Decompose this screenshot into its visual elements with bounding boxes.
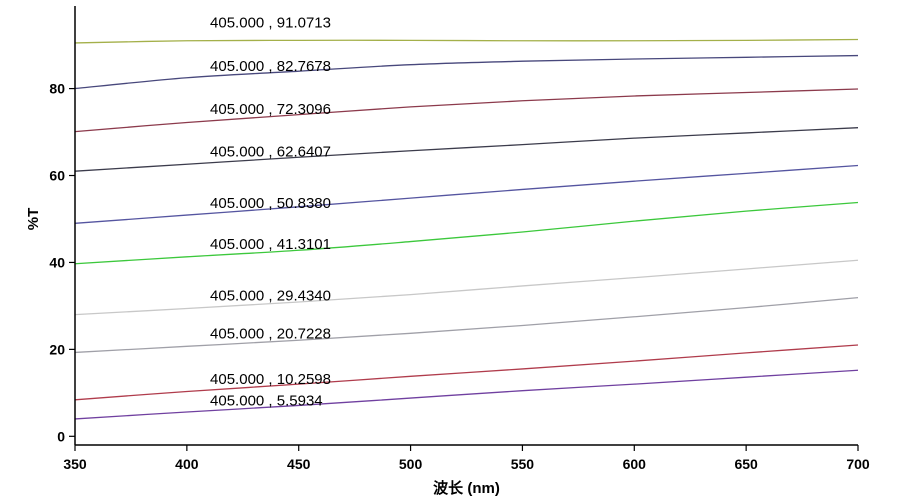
x-tick-label: 700 — [846, 456, 870, 472]
x-tick-label: 550 — [511, 456, 535, 472]
series-line-8 — [74, 297, 859, 354]
series-layer — [74, 38, 859, 420]
y-tick-label: 80 — [49, 81, 65, 97]
series-annotation: 405.000 , 29.4340 — [210, 287, 331, 304]
series-line-7 — [74, 259, 859, 316]
x-axis-title: 波长 (nm) — [433, 479, 500, 497]
x-tick-label: 400 — [175, 456, 199, 472]
y-tick-label: 40 — [49, 254, 65, 270]
y-tick-label: 20 — [49, 341, 65, 357]
series-line-2 — [74, 54, 859, 90]
x-tick-label: 500 — [399, 456, 423, 472]
y-axis-ticks: 0 20 40 60 80 — [49, 81, 75, 444]
x-tick-label: 650 — [734, 456, 758, 472]
series-line-6 — [74, 201, 859, 265]
series-line-1 — [74, 38, 859, 44]
series-line-5 — [74, 164, 859, 224]
series-annotation: 405.000 , 50.8380 — [210, 195, 331, 212]
series-annotation: 405.000 , 10.2598 — [210, 371, 331, 388]
series-line-4 — [74, 127, 859, 172]
series-annotation: 405.000 , 72.3096 — [210, 101, 331, 118]
series-annotation: 405.000 , 91.0713 — [210, 15, 331, 32]
series-line-3 — [74, 88, 859, 133]
y-axis-title: %T — [25, 208, 42, 231]
series-line-9 — [74, 344, 859, 401]
x-tick-label: 450 — [287, 456, 311, 472]
annotation-layer: 405.000 , 91.0713 405.000 , 82.7678 405.00… — [210, 15, 331, 410]
series-annotation: 405.000 , 62.6407 — [210, 144, 331, 161]
x-tick-label: 600 — [623, 456, 647, 472]
series-annotation: 405.000 , 20.7228 — [210, 326, 331, 343]
series-annotation: 405.000 , 82.7678 — [210, 58, 331, 75]
x-axis-ticks: 350 400 450 500 550 600 650 700 — [63, 445, 870, 472]
x-tick-label: 350 — [63, 456, 87, 472]
y-tick-label: 0 — [57, 428, 65, 444]
series-annotation: 405.000 , 5.5934 — [210, 393, 323, 410]
series-line-10 — [74, 369, 859, 420]
y-tick-label: 60 — [49, 168, 65, 184]
series-annotation: 405.000 , 41.3101 — [210, 236, 331, 253]
